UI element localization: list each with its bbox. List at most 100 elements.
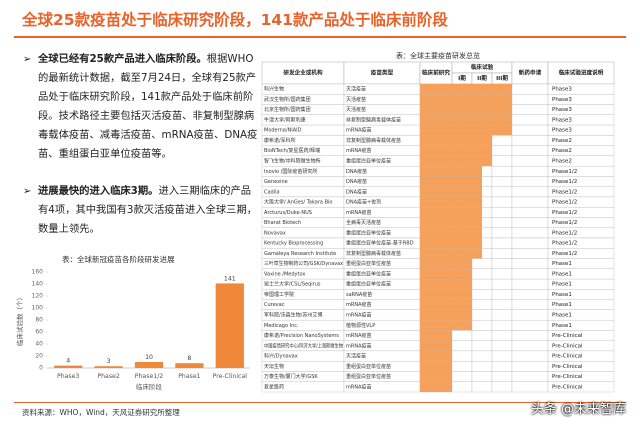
company: 万泰生物/厦门大学/GSK: [264, 373, 318, 380]
table-cell: [471, 289, 493, 300]
table-cell: [511, 94, 549, 105]
table-cell: [511, 196, 549, 208]
vaccine-type: 灭活疫苗: [346, 353, 366, 360]
table-cell: [491, 340, 513, 352]
table-cell: [451, 361, 473, 372]
vaccine-type: 非复制型腺病毒载体疫苗: [346, 116, 401, 123]
table-cell: [511, 319, 549, 331]
header-label: 临床前研究: [422, 69, 450, 77]
progress-bar: [420, 330, 452, 341]
y-tick-label: 140: [32, 281, 44, 288]
table-cell: [471, 278, 493, 290]
source: 资料来源：WHO，Wind，天风证券研究所整理: [22, 408, 180, 417]
bullet-arrow: ➢: [23, 54, 32, 65]
bullet-bold: 全球已经有25款产品进入临床阶段。: [38, 53, 207, 65]
table-cell: [491, 207, 513, 218]
progress-bar: [420, 320, 472, 331]
table-cell: [491, 361, 513, 372]
table-cell: [471, 319, 493, 331]
progress-bar: [420, 114, 512, 126]
company: 帝国理工学院: [264, 291, 294, 298]
table-cell: [491, 289, 513, 300]
table-cell: [511, 186, 549, 198]
table-cell: [511, 350, 549, 362]
table-cell: [511, 299, 549, 311]
vaccine-type: 重组蛋白亚单位疫苗: [346, 270, 391, 277]
y-tick-label: 160: [32, 269, 44, 276]
header-label: 临床试验: [471, 63, 494, 71]
progress-bar: [420, 248, 482, 259]
progress-bar: [420, 238, 482, 249]
vaccine-type: 重组蛋白亚单位疫苗: [346, 229, 391, 236]
header-label: 研发企业或机构: [283, 69, 323, 77]
status: Phase1/2: [552, 189, 577, 195]
vaccine-type: mRNA疫苗: [346, 209, 372, 216]
table-cell: [491, 196, 513, 208]
y-tick-label: 20: [35, 353, 43, 360]
progress-bar: [420, 371, 452, 382]
table-cell: [511, 248, 549, 259]
status: Pre-Clinical: [552, 354, 583, 360]
table-cell: [491, 309, 513, 321]
table-cell: [511, 330, 549, 341]
x-tick-label: Phase2: [97, 373, 119, 380]
status: Phase2: [552, 148, 572, 154]
table-cell: [471, 309, 493, 321]
bullet: ➢ 全球已经有25款产品进入临床阶段。根据WHO的最新统计数据，截至7月24日，全…: [23, 50, 260, 164]
data-label: 10: [145, 354, 153, 361]
table-cell: [491, 268, 513, 280]
table-cell: [491, 176, 513, 187]
header-label: II期: [477, 74, 487, 82]
vaccine-type: 灭活疫苗: [346, 96, 366, 103]
y-tick-label: 40: [35, 341, 43, 348]
vaccine-type: 灭活疫苗: [346, 106, 366, 113]
vaccine-type: 非复制型腺病毒载体疫苗: [346, 250, 401, 257]
status: Pre-Clinical: [552, 374, 583, 380]
bar: [94, 366, 123, 368]
progress-bar: [420, 227, 482, 238]
vaccine-type: DNA疫苗: [346, 168, 367, 175]
progress-bar: [420, 207, 482, 218]
table-cell: [511, 207, 549, 218]
vaccine-type: 灭活疫苗: [346, 86, 366, 93]
x-tick-label: Phase1/2: [135, 373, 163, 380]
status: Pre-Clinical: [552, 343, 583, 349]
status: Phase1/2: [552, 169, 577, 175]
vaccine-type: 非复制型腺病毒载体疫苗: [346, 137, 401, 144]
x-axis-label: 临床阶段: [136, 382, 163, 391]
status: Phase1: [552, 313, 572, 319]
vaccine-type: mRNA疫苗: [346, 127, 372, 134]
table-cell: [511, 258, 549, 269]
table-cell: [491, 248, 513, 259]
progress-bar: [420, 279, 472, 290]
progress-bar: [420, 268, 472, 280]
footer-rule: [14, 402, 626, 403]
table-cell: [491, 165, 513, 177]
company: Bharat Biotech: [264, 220, 301, 226]
company: 天坛生物: [264, 363, 284, 370]
table-cell: [471, 371, 493, 382]
table-title: 表：全球主要疫苗研发总览: [396, 51, 480, 60]
table-cell: [511, 104, 549, 115]
table-cell: [511, 124, 549, 136]
status: Phase1/2: [552, 220, 577, 226]
table-cell: [471, 268, 493, 280]
status: Phase2: [552, 138, 572, 144]
table-cell: [511, 371, 549, 382]
table-cell: [511, 155, 549, 167]
vaccine-type: mRNA疫苗: [346, 342, 372, 349]
progress-bar: [420, 309, 472, 321]
table-cell: [491, 278, 513, 290]
y-axis-label: 临床试验数（个）: [15, 294, 24, 346]
table-cell: [511, 278, 549, 290]
vaccine-type: 重组蛋白亚单位疫苗: [346, 281, 391, 288]
company: 昆士兰大学/CSL/Seqirus: [264, 281, 321, 288]
status: Phase3: [552, 117, 572, 123]
status: Phase1: [552, 282, 572, 288]
status: Pre-Clinical: [552, 364, 583, 370]
status: Pre-Clinical: [552, 333, 583, 339]
table-cell: [451, 340, 473, 352]
header-label: 临床试验进度说明: [559, 69, 604, 77]
table-cell: [511, 361, 549, 372]
